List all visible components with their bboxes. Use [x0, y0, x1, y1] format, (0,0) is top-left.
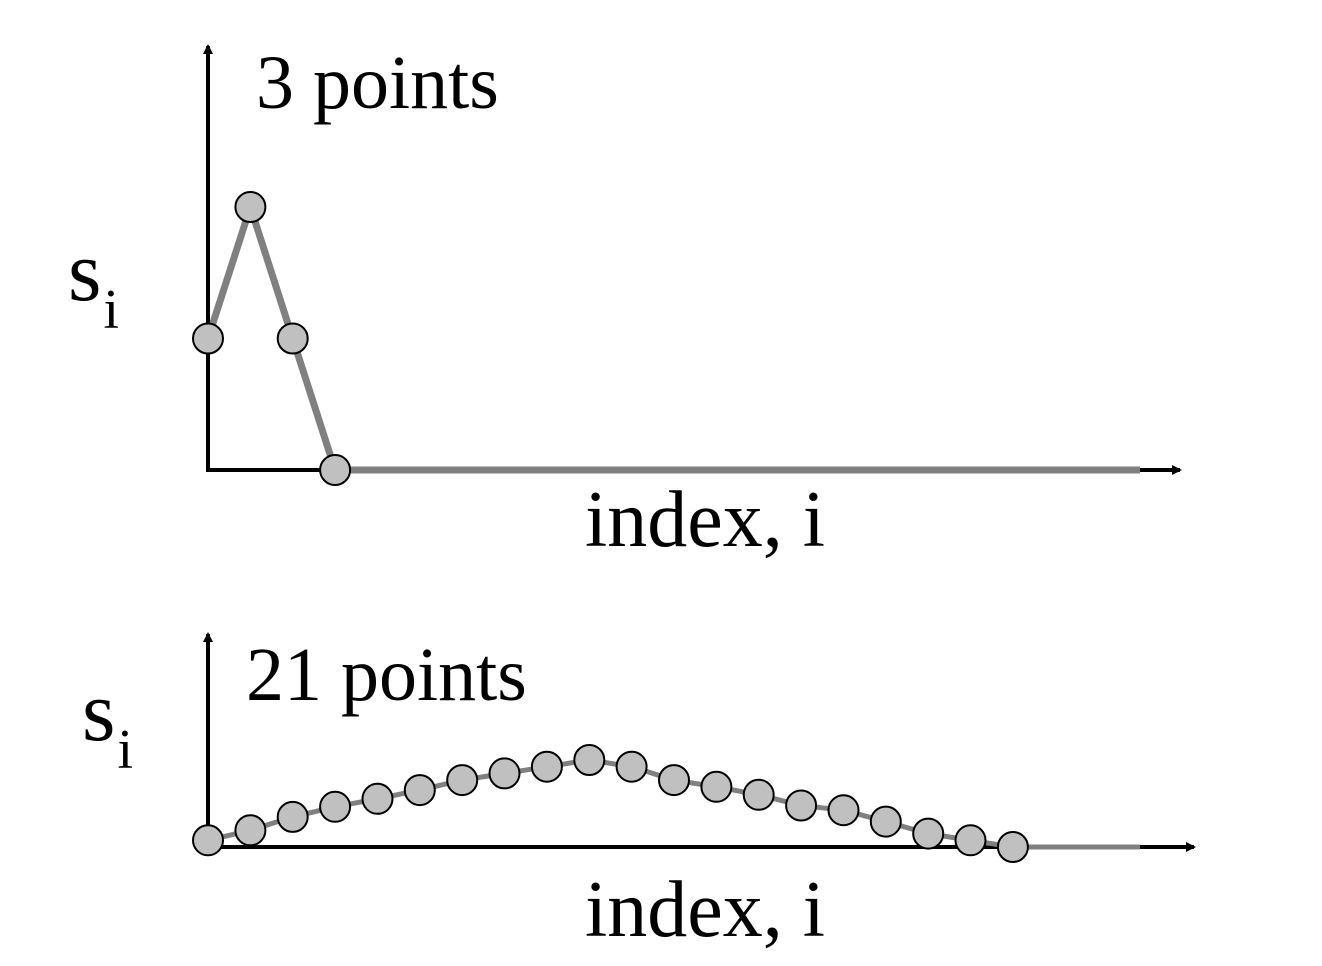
data-point — [192, 824, 224, 857]
series-layer — [192, 744, 1140, 863]
y-axis-label-subscript: i — [117, 719, 133, 781]
data-point — [912, 817, 945, 850]
chart-title: 3 points — [256, 41, 499, 125]
data-point — [276, 322, 309, 355]
y-axis-label: si — [82, 663, 133, 781]
data-point — [446, 764, 479, 797]
data-point — [234, 814, 267, 847]
data-point — [192, 322, 224, 355]
data-point — [742, 778, 775, 811]
data-point — [615, 750, 648, 783]
data-point — [700, 770, 733, 803]
data-point — [488, 757, 521, 790]
data-point — [234, 191, 267, 223]
data-point — [996, 831, 1029, 863]
y-axis-label: si — [68, 223, 119, 341]
chart-title: 21 points — [246, 633, 527, 717]
data-point — [403, 774, 436, 807]
data-point — [361, 782, 394, 815]
data-point — [530, 750, 563, 783]
x-axis-label: index, i — [585, 866, 825, 954]
data-point — [573, 744, 606, 776]
data-point — [658, 764, 690, 797]
data-point — [869, 805, 902, 838]
x-axis-label: index, i — [585, 476, 825, 564]
data-point — [827, 794, 860, 827]
y-axis-label-subscript: i — [103, 279, 119, 341]
data-point — [276, 800, 309, 833]
series-layer — [192, 191, 1140, 486]
y-axis-label-main: s — [68, 223, 101, 319]
data-point — [785, 789, 818, 822]
data-point — [954, 824, 987, 857]
data-point — [319, 790, 352, 823]
chart-21-points: 21 points si index, i — [82, 632, 1196, 954]
y-axis-label-main: s — [82, 663, 115, 759]
data-point — [319, 454, 352, 486]
chart-3-points: 3 points si index, i — [68, 41, 1182, 564]
series-line — [204, 203, 1140, 474]
